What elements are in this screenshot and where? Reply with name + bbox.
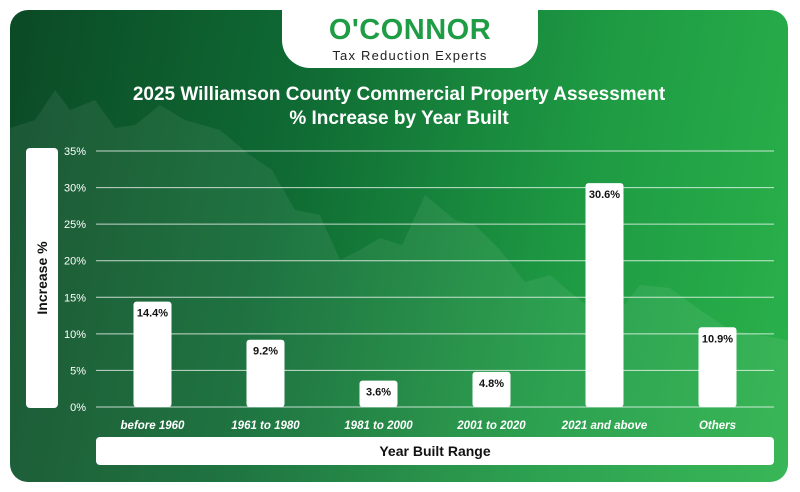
data-label: 9.2% [253, 346, 278, 358]
x-tick-label: 2021 and above [561, 420, 648, 432]
bar [359, 380, 398, 407]
x-axis-label: Year Built Range [96, 437, 774, 465]
y-axis-label-box [26, 148, 58, 408]
logo-tab: O'CONNOR Tax Reduction Experts [282, 10, 538, 68]
oconnor-logo: O'CONNOR [328, 14, 492, 46]
data-label: 10.9% [702, 333, 733, 345]
x-tick-label: 2001 to 2020 [456, 420, 526, 432]
chart-subtitle: % Increase by Year Built [289, 108, 509, 129]
logo-tagline: Tax Reduction Experts [332, 48, 488, 63]
y-tick-label: 5% [70, 365, 86, 377]
x-tick-label: 1981 to 2000 [344, 420, 413, 432]
data-label: 30.6% [589, 189, 620, 201]
y-tick-label: 10% [64, 329, 86, 341]
x-tick-label: before 1960 [121, 420, 186, 432]
y-tick-label: 30% [64, 183, 86, 195]
chart-card: O'CONNOR Tax Reduction Experts 2025 Will… [10, 10, 788, 482]
y-tick-label: 35% [64, 146, 86, 158]
data-label: 14.4% [137, 308, 168, 320]
x-tick-label: 1961 to 1980 [231, 420, 300, 432]
y-tick-label: 25% [64, 219, 86, 231]
bar [133, 301, 172, 407]
data-label: 3.6% [366, 387, 391, 399]
bar [472, 371, 511, 407]
y-tick-label: 15% [64, 292, 86, 304]
x-tick-label: Others [699, 420, 736, 432]
bar [698, 327, 737, 407]
bar [585, 183, 624, 407]
bar [246, 339, 285, 407]
data-label: 4.8% [479, 378, 504, 390]
y-tick-label: 0% [70, 402, 86, 414]
bar-chart: 0% 5% 10% 15% 20% 25% 30% 35% 14.4% before 1960 9.… [64, 146, 774, 432]
y-tick-label: 20% [64, 256, 86, 268]
chart-title: 2025 Williamson County Commercial Proper… [132, 84, 666, 105]
